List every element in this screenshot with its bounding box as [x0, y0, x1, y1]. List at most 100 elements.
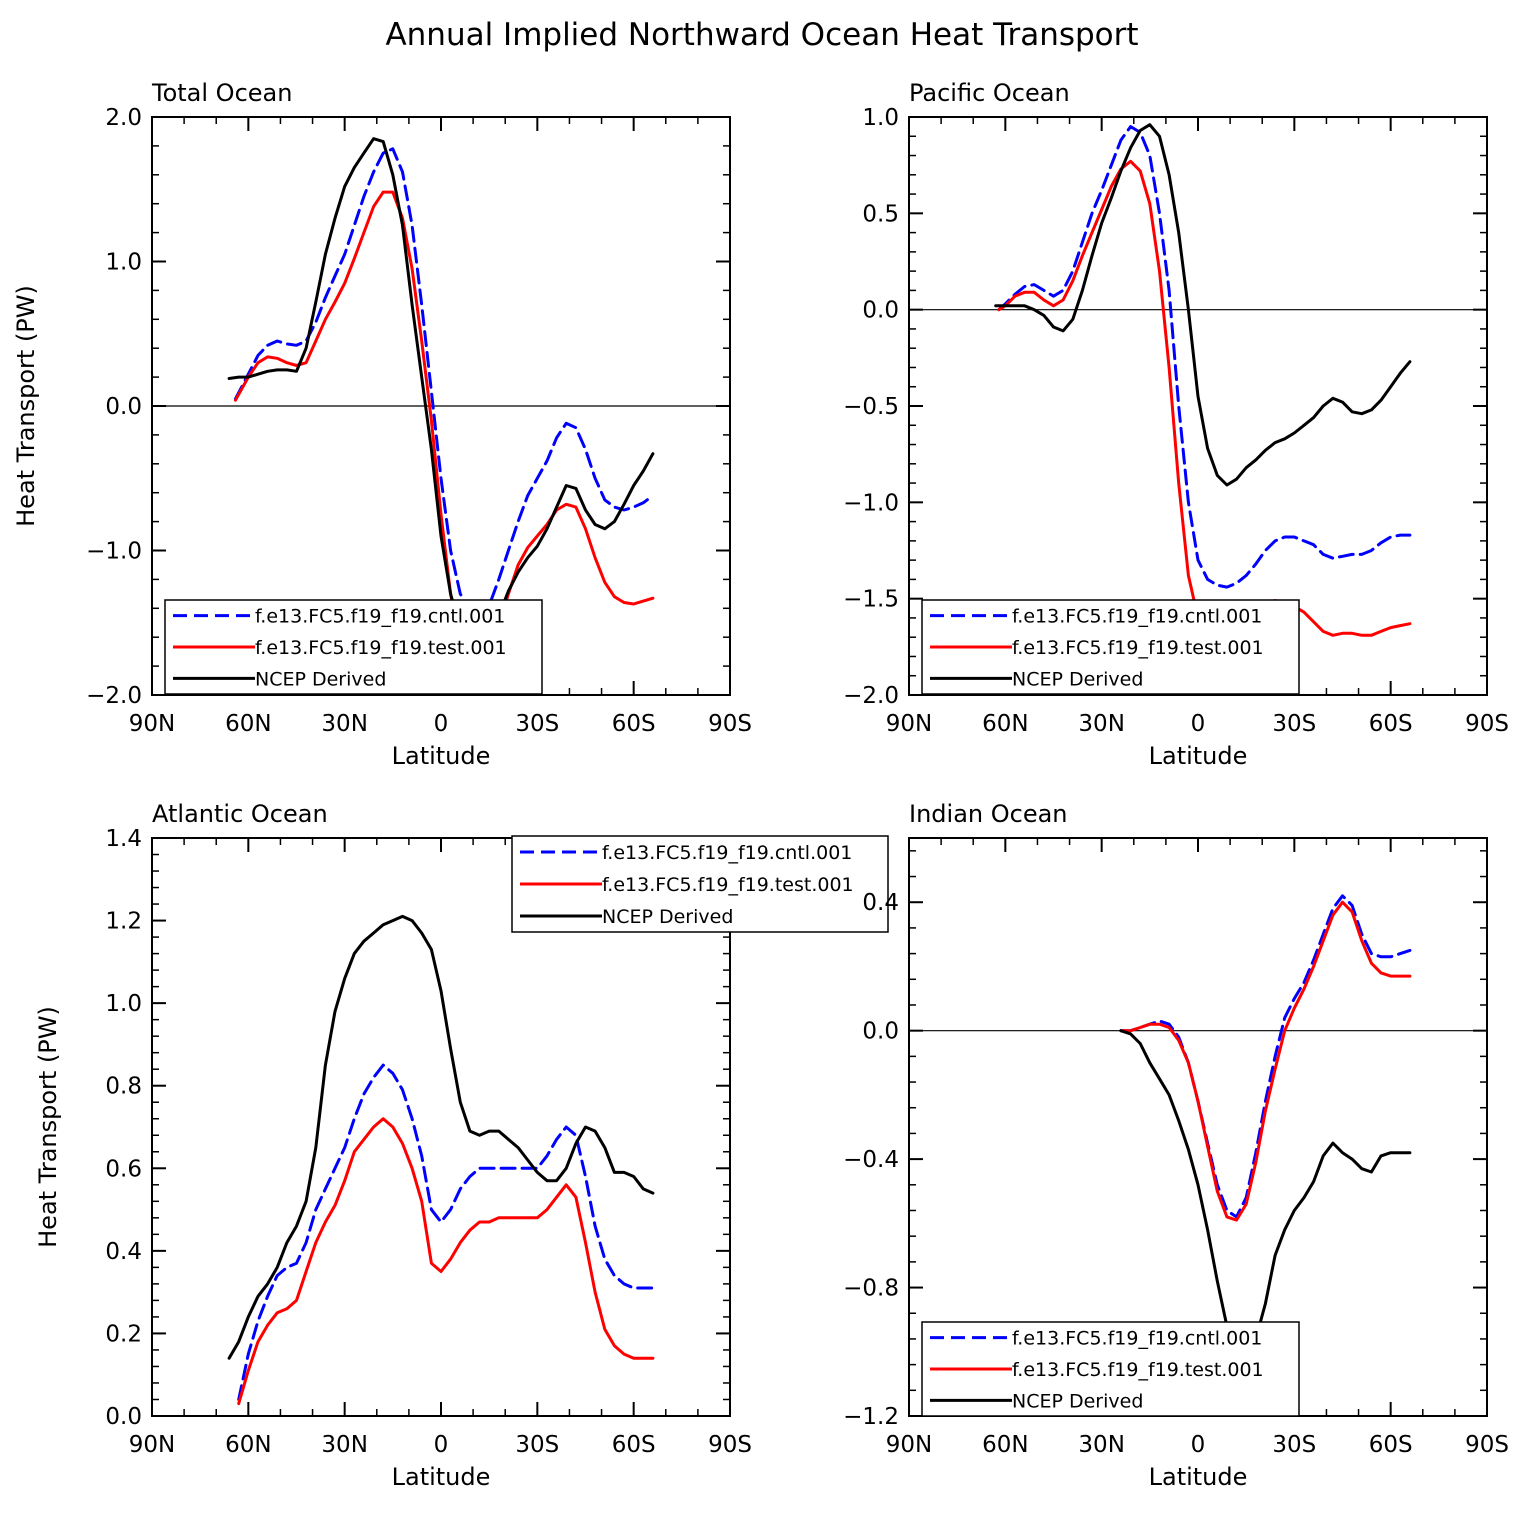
y-tick-label: −0.5 — [843, 394, 899, 420]
panel-title: Pacific Ocean — [909, 79, 1070, 107]
x-tick-label: 0 — [1191, 711, 1206, 737]
x-tick-label: 60N — [982, 1432, 1028, 1458]
chart-panels: Total Ocean 90N 60N 30N 0 30S 60S 90S −2.0 −1.0 0.… — [12, 79, 1509, 1491]
legend: f.e13.FC5.f19_f19.cntl.001 f.e13.FC5.f19_… — [511, 835, 889, 933]
x-tick-label: 60N — [225, 711, 271, 737]
y-tick-label: −0.4 — [843, 1147, 899, 1173]
x-tick-label: 60S — [612, 711, 656, 737]
x-tick-label: 90S — [1465, 711, 1509, 737]
x-tick-label: 90N — [129, 1432, 175, 1458]
y-tick-label: 0.6 — [105, 1156, 142, 1182]
panel-title: Indian Ocean — [909, 800, 1068, 828]
plot-frame — [151, 116, 731, 696]
plot-frame — [151, 837, 731, 1417]
y-tick-label: −2.0 — [843, 683, 899, 709]
series-line — [997, 159, 1412, 637]
x-tick-label: 60N — [225, 1432, 271, 1458]
y-tick-label: 0.0 — [105, 394, 142, 420]
x-tick-label: 0 — [434, 1432, 449, 1458]
chart-panel: Atlantic Ocean 90N 60N 30N 0 30S 60S 90S 0.0 0.2 0… — [34, 800, 889, 1491]
x-tick-label: 30S — [515, 711, 559, 737]
x-tick-label: 30N — [1078, 1432, 1124, 1458]
series-line — [227, 137, 655, 649]
legend-entry: f.e13.FC5.f19_f19.test.001 — [1012, 1359, 1264, 1381]
x-tick-label: 30S — [1272, 1432, 1316, 1458]
legend-entry: NCEP Derived — [602, 906, 733, 928]
x-tick-label: 90S — [1465, 1432, 1509, 1458]
legend-entry: NCEP Derived — [1012, 1390, 1143, 1412]
y-axis-label: Heat Transport (PW) — [34, 1006, 62, 1248]
x-tick-label: 90S — [708, 1432, 752, 1458]
y-tick-label: 0.8 — [105, 1074, 142, 1100]
series-line — [237, 1063, 655, 1401]
legend: f.e13.FC5.f19_f19.cntl.001 f.e13.FC5.f19_… — [921, 1321, 1300, 1417]
x-tick-label: 0 — [434, 711, 449, 737]
legend: f.e13.FC5.f19_f19.cntl.001 f.e13.FC5.f19_… — [164, 599, 543, 695]
series-line — [1119, 894, 1412, 1219]
y-tick-label: −2.0 — [86, 683, 142, 709]
y-axis-label: Heat Transport (PW) — [12, 285, 40, 527]
series-line — [1119, 1029, 1412, 1370]
x-tick-label: 60S — [612, 1432, 656, 1458]
legend-entry: f.e13.FC5.f19_f19.test.001 — [255, 637, 507, 659]
y-tick-label: 0.4 — [105, 1239, 142, 1265]
figure-title: Annual Implied Northward Ocean Heat Tran… — [385, 17, 1138, 53]
x-tick-label: 0 — [1191, 1432, 1206, 1458]
y-tick-label: −1.2 — [843, 1404, 899, 1430]
legend-entry: NCEP Derived — [255, 668, 386, 690]
y-tick-label: 1.4 — [105, 826, 142, 852]
y-tick-label: −1.0 — [86, 539, 142, 565]
chart-panel: Pacific Ocean 90N 60N 30N 0 30S 60S 90S −2.0 −1.5… — [843, 79, 1509, 770]
series-line — [1119, 900, 1412, 1222]
x-tick-label: 30S — [1272, 711, 1316, 737]
x-axis-label: Latitude — [392, 1463, 491, 1491]
panel-title: Total Ocean — [151, 79, 292, 107]
y-tick-label: 1.0 — [105, 991, 142, 1017]
x-tick-label: 90N — [886, 1432, 932, 1458]
y-tick-label: 0.2 — [105, 1321, 142, 1347]
y-tick-label: −0.8 — [843, 1276, 899, 1302]
series-line — [227, 914, 655, 1360]
legend-entry: f.e13.FC5.f19_f19.cntl.001 — [1012, 606, 1262, 628]
x-tick-label: 30N — [321, 711, 367, 737]
x-tick-label: 30N — [321, 1432, 367, 1458]
legend-entry: f.e13.FC5.f19_f19.test.001 — [602, 874, 854, 896]
y-tick-label: 0.4 — [862, 890, 899, 916]
legend-entry: NCEP Derived — [1012, 668, 1143, 690]
y-tick-label: 0.0 — [862, 298, 899, 324]
y-tick-label: 0.0 — [105, 1404, 142, 1430]
series-line — [994, 123, 1412, 487]
x-axis-label: Latitude — [392, 742, 491, 770]
y-tick-label: −1.0 — [843, 490, 899, 516]
x-tick-label: 30N — [1078, 711, 1124, 737]
x-tick-label: 90S — [708, 711, 752, 737]
series-line — [234, 190, 655, 671]
y-tick-label: 1.2 — [105, 909, 142, 935]
y-tick-label: −1.5 — [843, 587, 899, 613]
y-tick-label: 1.0 — [105, 250, 142, 276]
legend-entry: f.e13.FC5.f19_f19.cntl.001 — [255, 606, 505, 628]
y-tick-label: 0.0 — [862, 1019, 899, 1045]
y-tick-label: 1.0 — [862, 105, 899, 131]
x-axis-label: Latitude — [1149, 1463, 1248, 1491]
plot-frame — [908, 116, 1488, 696]
x-tick-label: 90N — [886, 711, 932, 737]
x-tick-label: 60S — [1369, 711, 1413, 737]
x-axis-label: Latitude — [1149, 742, 1248, 770]
y-tick-label: 0.5 — [862, 201, 899, 227]
legend-entry: f.e13.FC5.f19_f19.cntl.001 — [602, 842, 852, 864]
series-line — [237, 1117, 655, 1406]
legend-entry: f.e13.FC5.f19_f19.test.001 — [1012, 637, 1264, 659]
x-tick-label: 30S — [515, 1432, 559, 1458]
legend: f.e13.FC5.f19_f19.cntl.001 f.e13.FC5.f19_… — [921, 599, 1300, 695]
chart-panel: Total Ocean 90N 60N 30N 0 30S 60S 90S −2.0 −1.0 0.… — [12, 79, 752, 770]
x-tick-label: 60N — [982, 711, 1028, 737]
x-tick-label: 60S — [1369, 1432, 1413, 1458]
legend-entry: f.e13.FC5.f19_f19.cntl.001 — [1012, 1328, 1262, 1350]
y-tick-label: 2.0 — [105, 105, 142, 131]
series-line — [997, 125, 1412, 589]
x-tick-label: 90N — [129, 711, 175, 737]
panel-title: Atlantic Ocean — [152, 800, 328, 828]
chart-panel: Indian Ocean 90N 60N 30N 0 30S 60S 90S −1.2 −0.8 −… — [843, 800, 1509, 1491]
